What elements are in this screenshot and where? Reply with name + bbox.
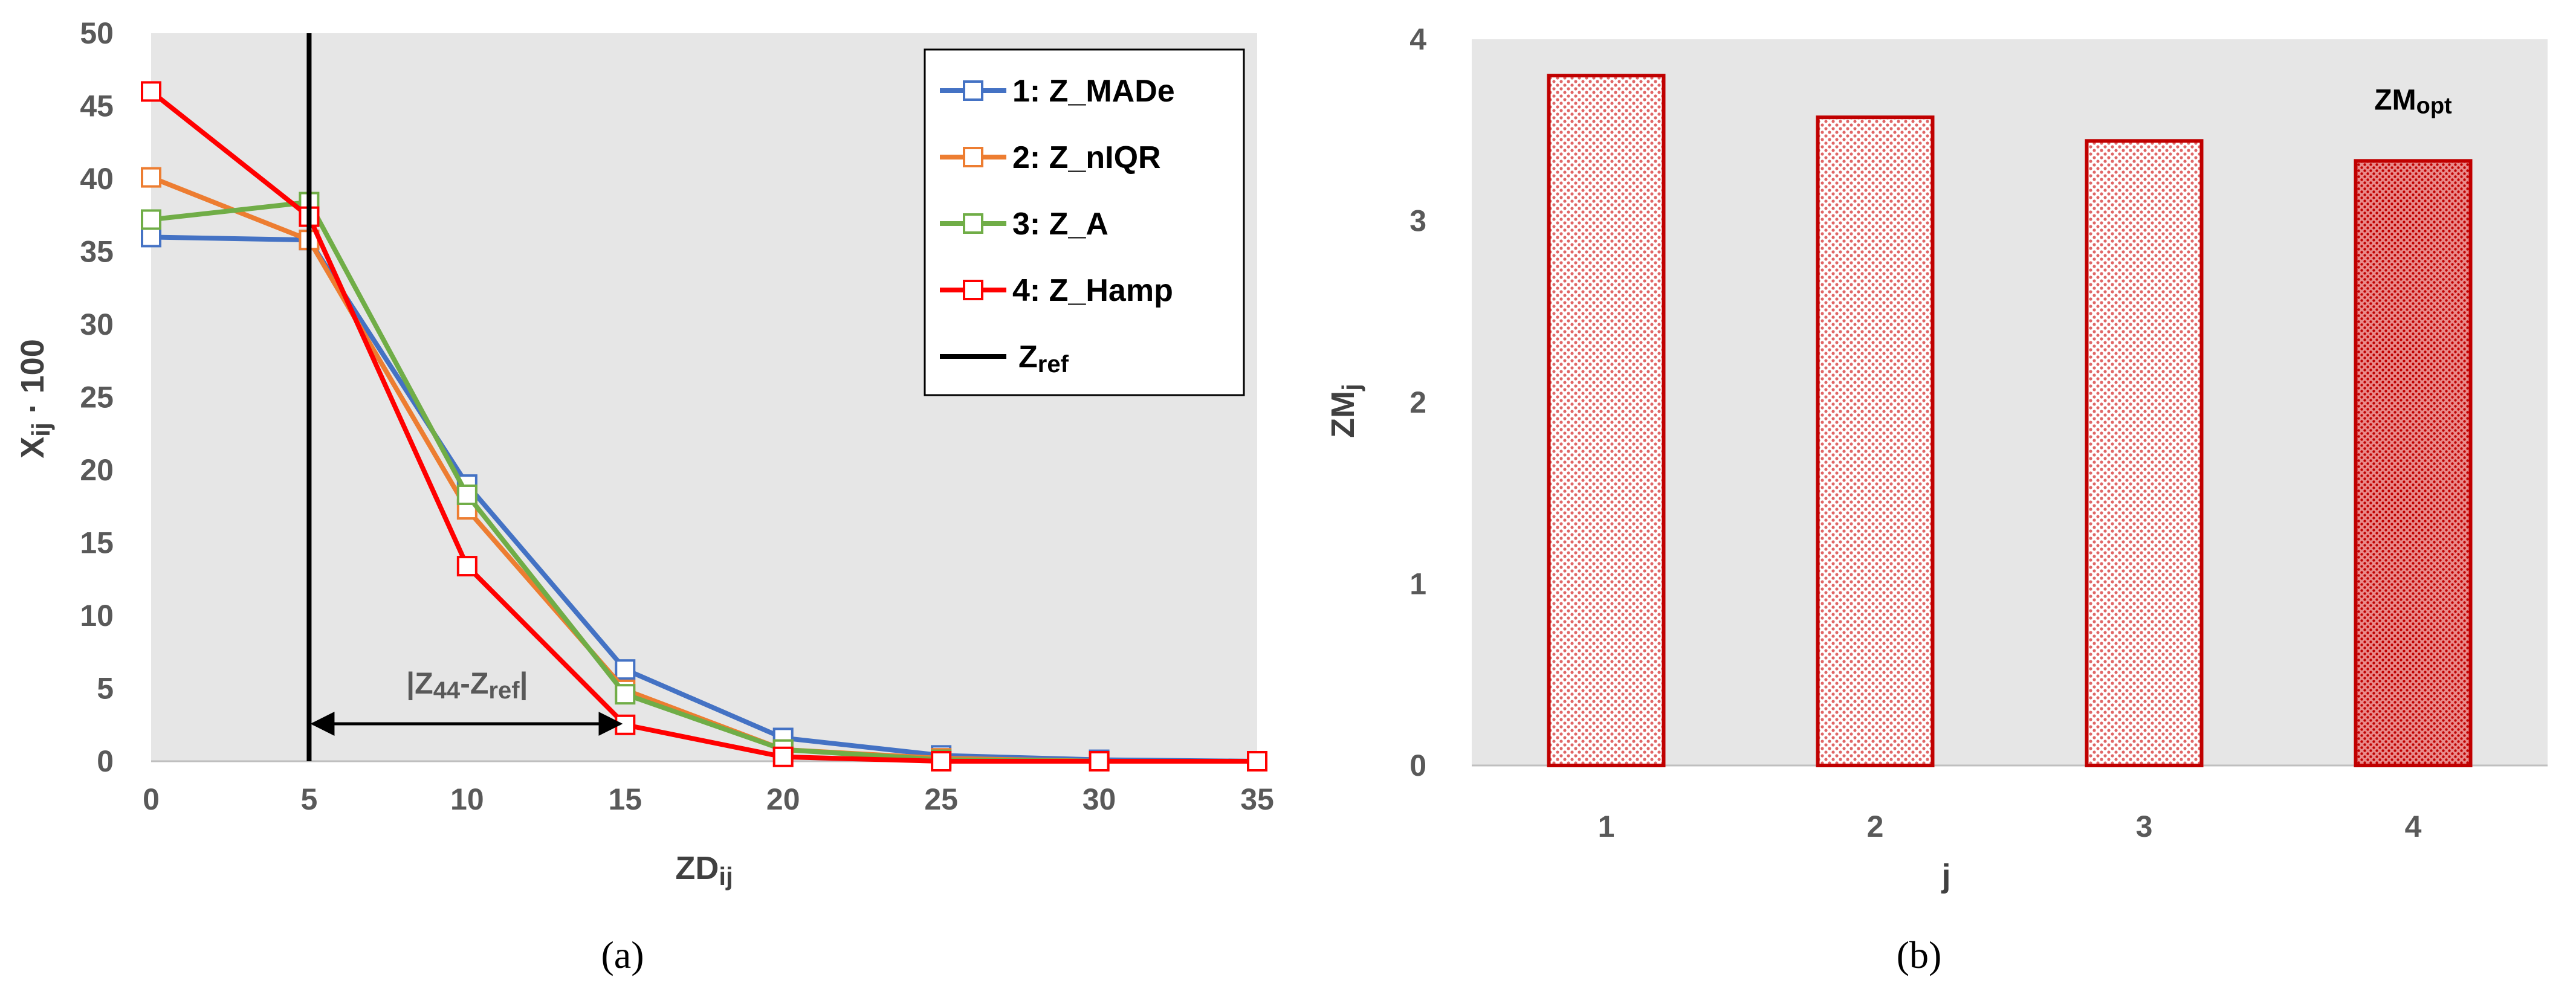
x-tick-label: 0 — [143, 782, 160, 816]
legend-entry: 2: Z_nIQR — [940, 140, 1161, 175]
series-4-z-hamp — [141, 81, 1267, 772]
legend-label: 2: Z_nIQR — [1012, 140, 1161, 175]
legend: 1: Z_MADe 2: Z_nIQR 3: Z_A 4: Z_Hamp Zref — [924, 48, 1245, 396]
legend-entry: 3: Z_A — [940, 207, 1108, 242]
zm-opt-label: ZMopt — [2374, 84, 2452, 118]
legend-entry: 1: Z_MADe — [940, 74, 1175, 109]
bar-j-1 — [1547, 74, 1666, 768]
zm-opt-main: ZM — [2374, 84, 2416, 116]
legend-swatch-marker — [963, 280, 983, 300]
data-point-marker — [772, 746, 794, 767]
x-axis-ticks: 1 2 3 4 — [1598, 810, 2422, 843]
x-tick-label: 10 — [450, 782, 484, 816]
y-tick-label: 35 — [80, 235, 114, 269]
legend-label: 3: Z_A — [1012, 207, 1108, 242]
data-point-marker — [1089, 751, 1110, 772]
data-point-marker — [1247, 751, 1267, 772]
x-axis-title-main: ZD — [675, 850, 719, 886]
data-point-marker — [456, 556, 477, 577]
y-tick-label: 30 — [80, 308, 114, 341]
y-tick-label: 45 — [80, 89, 114, 123]
y-axis-title: ZMj — [1325, 384, 1365, 438]
annotation-open: |Z — [406, 666, 433, 701]
legend-swatch-marker — [963, 80, 983, 101]
legend-swatch-marker — [963, 147, 983, 167]
data-point-marker — [141, 209, 161, 230]
x-tick-label: 15 — [608, 782, 642, 816]
y-axis-ticks: 0 5 10 15 20 25 30 35 40 45 50 — [80, 16, 114, 778]
y-tick-label: 4 — [1409, 22, 1426, 56]
y-axis-title: Xij · 100 — [15, 339, 55, 458]
x-axis-title: j — [1941, 858, 1950, 894]
data-point-marker — [141, 81, 161, 102]
x-tick-label: 1 — [1598, 810, 1615, 843]
x-tick-label: 35 — [1240, 782, 1274, 816]
y-tick-label: 40 — [80, 162, 114, 196]
x-tick-label: 20 — [766, 782, 800, 816]
legend-label: Zref — [1018, 340, 1069, 378]
x-tick-label: 25 — [924, 782, 958, 816]
y-axis-title-suffix: · 100 — [15, 339, 51, 422]
x-tick-label: 30 — [1083, 782, 1116, 816]
series-group — [141, 81, 1267, 772]
x-tick-label: 5 — [301, 782, 318, 816]
x-axis-title: ZDij — [675, 850, 733, 891]
data-point-marker — [141, 227, 161, 248]
caption-b: (b) — [1897, 933, 1942, 976]
y-tick-label: 50 — [80, 16, 114, 50]
bar-j-4 — [2354, 159, 2473, 767]
y-tick-label: 10 — [80, 599, 114, 633]
y-axis-title-sub: ij — [27, 422, 55, 436]
annotation-sub-44: 44 — [433, 677, 461, 704]
data-point-marker — [615, 684, 636, 705]
legend-entry: 4: Z_Hamp — [940, 273, 1173, 308]
data-point-marker — [141, 167, 161, 188]
y-tick-label: 5 — [97, 672, 114, 706]
bar-j-2 — [1816, 115, 1935, 768]
annotation-close: | — [520, 666, 528, 701]
line-chart-panel: 0 5 10 15 20 25 30 35 40 45 50 0 5 10 15 20 25 30 35 |Z44… — [15, 16, 1274, 976]
y-tick-label: 20 — [80, 453, 114, 487]
annotation-mid: -Z — [460, 666, 488, 700]
y-tick-label: 15 — [80, 526, 114, 560]
legend-entry-reference: Zref — [940, 340, 1069, 378]
caption-a: (a) — [601, 933, 644, 976]
x-tick-label: 2 — [1867, 810, 1884, 843]
y-tick-label: 25 — [80, 381, 114, 414]
x-axis-ticks: 0 5 10 15 20 25 30 35 — [143, 782, 1274, 816]
y-tick-label: 1 — [1409, 567, 1426, 601]
x-tick-label: 3 — [2136, 810, 2153, 843]
y-tick-label: 0 — [97, 744, 114, 778]
y-axis-title-main: X — [15, 437, 51, 459]
legend-label: 4: Z_Hamp — [1012, 273, 1173, 308]
legend-label: 1: Z_MADe — [1012, 74, 1175, 109]
annotation-sub-ref: ref — [488, 677, 520, 704]
y-tick-label: 2 — [1409, 385, 1426, 419]
y-tick-label: 3 — [1409, 204, 1426, 238]
y-axis-title-sub: j — [1337, 384, 1365, 391]
x-axis-title-sub: ij — [719, 862, 733, 891]
data-point-marker — [456, 484, 477, 505]
series-line — [149, 89, 1257, 764]
y-axis-ticks: 0 1 2 3 4 — [1409, 22, 1426, 782]
y-axis-title-main: ZM — [1325, 391, 1361, 438]
data-point-marker — [615, 659, 636, 680]
bar-j-3 — [2085, 139, 2204, 767]
y-tick-label: 0 — [1409, 749, 1426, 782]
x-tick-label: 4 — [2405, 810, 2422, 843]
bar-group — [1547, 74, 2473, 768]
distance-annotation: |Z44-Zref| — [406, 666, 528, 704]
data-point-marker — [931, 751, 952, 772]
zm-opt-sub: opt — [2416, 93, 2452, 118]
legend-swatch-marker — [963, 213, 983, 234]
